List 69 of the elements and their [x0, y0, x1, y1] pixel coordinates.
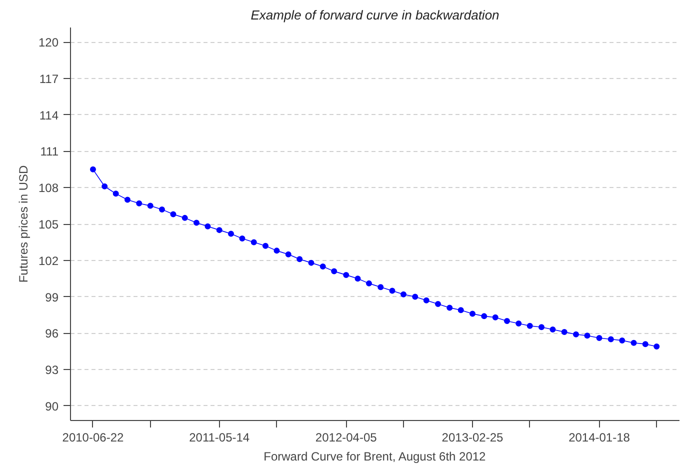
- point: [170, 211, 176, 218]
- x-tick-label: 2014-01-18: [568, 430, 630, 444]
- y-tick-label: 117: [39, 72, 59, 86]
- x-tick-label: 2013-02-25: [442, 430, 504, 444]
- point: [285, 251, 292, 258]
- point: [216, 227, 222, 234]
- point: [262, 242, 268, 249]
- x-tick-label: 2011-05-14: [189, 430, 250, 444]
- y-tick-label: 111: [40, 144, 59, 159]
- point: [136, 200, 142, 206]
- x-tick-label: 2012-04-05: [315, 430, 378, 444]
- point: [561, 328, 568, 335]
- point: [378, 284, 384, 290]
- point: [516, 320, 522, 326]
- point: [550, 326, 556, 333]
- point: [331, 268, 338, 274]
- point: [366, 280, 372, 286]
- x-axis-title: Forward Curve for Brent, August 6th 2012: [264, 450, 486, 464]
- point: [400, 291, 406, 298]
- y-tick-label: 114: [39, 108, 59, 122]
- y-tick-label: 105: [38, 218, 59, 232]
- y-tick-label: 102: [38, 254, 59, 268]
- point: [182, 214, 188, 221]
- y-tick-label: 99: [45, 290, 59, 304]
- chart-title: Example of forward curve in backwardation: [250, 8, 500, 22]
- point: [308, 260, 314, 266]
- point: [343, 272, 350, 278]
- x-tick-label: 2010-06-22: [62, 430, 124, 444]
- y-axis-title: Futures prices in USD: [16, 164, 30, 283]
- point: [458, 307, 464, 314]
- point: [158, 206, 165, 212]
- point: [193, 220, 200, 226]
- point: [584, 332, 590, 339]
- point: [572, 331, 579, 338]
- point: [630, 340, 637, 346]
- point: [642, 341, 648, 348]
- point: [412, 294, 418, 300]
- point: [389, 288, 396, 294]
- point: [102, 183, 108, 190]
- point: [526, 322, 533, 329]
- point: [423, 297, 430, 304]
- point: [596, 335, 602, 342]
- point: [228, 230, 234, 237]
- point: [147, 202, 154, 209]
- point: [320, 263, 326, 270]
- point: [204, 223, 211, 230]
- y-tick-label: 93: [45, 363, 59, 378]
- y-tick-label: 90: [45, 399, 59, 414]
- point: [619, 337, 626, 344]
- point: [354, 276, 361, 282]
- point: [296, 256, 303, 262]
- point: [112, 190, 119, 197]
- point: [250, 239, 257, 246]
- y-tick-label: 96: [45, 326, 59, 341]
- point: [90, 166, 96, 172]
- y-tick-label: 108: [38, 181, 59, 196]
- point: [434, 301, 441, 308]
- point: [481, 313, 488, 320]
- point: [538, 324, 544, 330]
- point: [608, 336, 614, 342]
- point: [492, 314, 498, 320]
- point: [446, 304, 453, 311]
- point: [654, 344, 660, 350]
- point: [469, 310, 476, 317]
- point: [239, 236, 246, 242]
- point: [274, 248, 280, 254]
- point: [124, 196, 130, 203]
- y-tick-label: 120: [38, 36, 59, 50]
- point: [504, 318, 510, 324]
